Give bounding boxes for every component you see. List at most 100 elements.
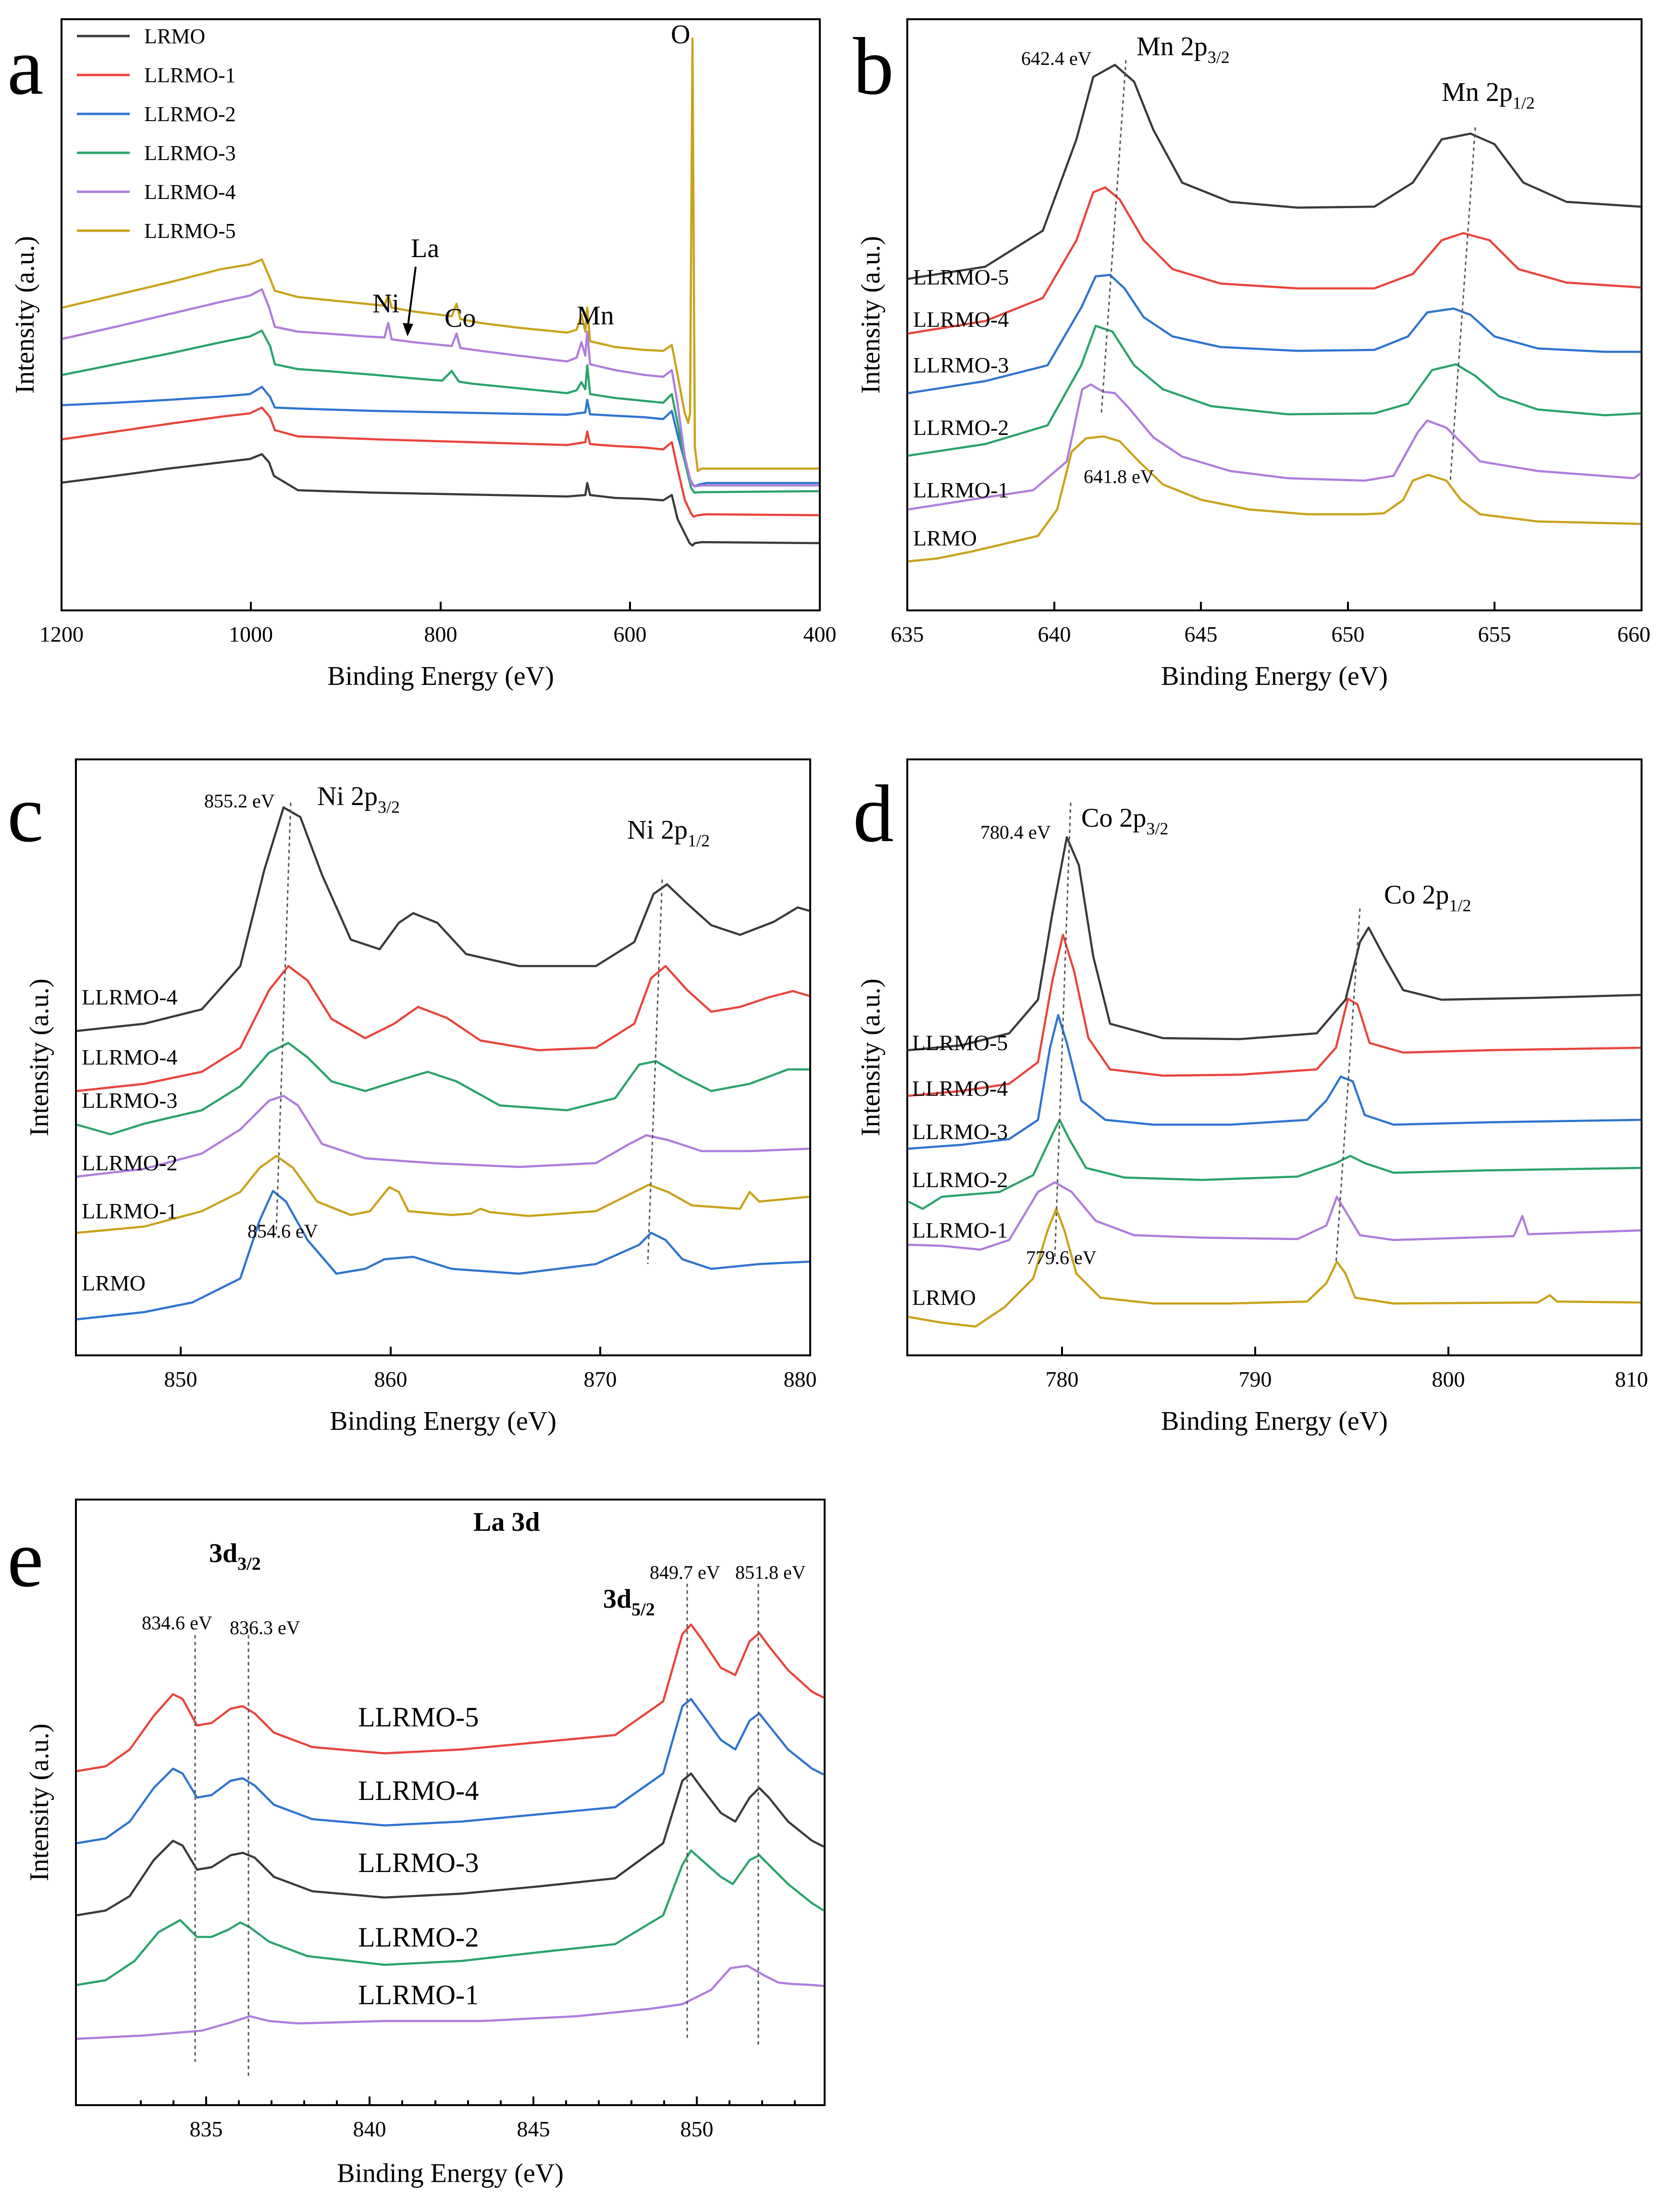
panel-c-dashed-line-1	[275, 802, 292, 1231]
panel-c-series	[76, 806, 810, 1321]
panel-b: b 642.4 eV 641.8 eV Mn 2p3/2 Mn 2p1/2 LL…	[853, 18, 1651, 691]
panel-d-dashed-line-1	[1054, 802, 1072, 1260]
panel-a-element-o: O	[671, 20, 690, 50]
panel-c-peak-2: Ni 2p1/2	[627, 815, 710, 850]
panel-e-series	[76, 1623, 825, 2040]
panel-a-tick-label: 1200	[39, 622, 84, 646]
panel-b-tick-label: 660	[1618, 622, 1651, 646]
panel-e-xlabel: Binding Energy (eV)	[337, 2158, 564, 2188]
panel-d-series	[907, 836, 1641, 1328]
panel-d-dashed-line-2	[1335, 908, 1361, 1265]
panel-d-tick-label: 800	[1432, 1367, 1465, 1391]
panel-b-peak-1-main: Mn 2p	[1136, 32, 1208, 62]
panel-c-series-lrmo	[76, 1190, 810, 1321]
panel-c-tick-label: 870	[584, 1367, 617, 1391]
panel-d-tick-label: 790	[1239, 1367, 1272, 1391]
panel-d-series-labels: LLRMO-5 LLRMO-4 LLRMO-3 LLRMO-2 LLRMO-1 …	[912, 1030, 1008, 1310]
panel-c-series-llrmo-5	[76, 806, 810, 1032]
panel-c-series-labels: LLRMO-4 LLRMO-4 LLRMO-3 LLRMO-2 LLRMO-1 …	[82, 985, 177, 1295]
panel-a-series-llrmo-2	[62, 385, 819, 488]
panel-c-label-llrmo-1: LLRMO-1	[82, 1199, 177, 1223]
panel-c-xlabel: Binding Energy (eV)	[330, 1406, 556, 1436]
panel-e-label-llrmo-1: LLRMO-1	[358, 1979, 479, 2010]
panel-d-label-llrmo-5: LLRMO-5	[912, 1030, 1008, 1055]
panel-d-tick-label: 780	[1046, 1367, 1079, 1391]
panel-e-ylabel: Intensity (a.u.)	[25, 1724, 54, 1881]
panel-d-ylabel: Intensity (a.u.)	[856, 979, 886, 1136]
panel-c-frame	[75, 758, 811, 1356]
panel-a-series-llrmo-1	[62, 406, 819, 518]
panel-c: c 855.2 eV 854.6 eV Ni 2p3/2 Ni 2p1/2 LL…	[7, 758, 817, 1436]
panel-b-tick-label: 635	[891, 622, 924, 646]
panel-e-x-axis: 835 840 845 850 Binding Energy (eV)	[140, 2096, 796, 2188]
panel-b-ylabel: Intensity (a.u.)	[856, 236, 886, 394]
panel-e-series-llrmo-1	[76, 1964, 824, 2040]
panel-a-series-llrmo-4	[62, 288, 819, 488]
legend-label-lrmo: LRMO	[144, 25, 205, 48]
panel-a-tick-label: 600	[614, 622, 647, 646]
panel-e-3d32: 3d3/2	[209, 1538, 261, 1574]
panel-c-label-llrmo-2: LLRMO-2	[82, 1151, 177, 1175]
panel-e-series-llrmo-3	[76, 1772, 825, 1917]
panel-e-tick-label: 840	[353, 2117, 386, 2141]
panel-d-ev-top: 780.4 eV	[980, 821, 1051, 843]
panel-d-ev-bottom: 779.6 eV	[1026, 1247, 1097, 1268]
panel-d-label-llrmo-1: LLRMO-1	[912, 1218, 1008, 1242]
panel-d-frame	[906, 758, 1643, 1356]
panel-c-peak-2-main: Ni 2p	[627, 815, 688, 845]
panel-c-label-llrmo-3: LLRMO-3	[82, 1088, 177, 1113]
panel-e-series-llrmo-2	[76, 1849, 825, 1986]
panel-b-frame	[906, 18, 1643, 611]
panel-c-tick-label: 880	[784, 1367, 817, 1391]
panel-b-ev-bottom: 641.8 eV	[1084, 466, 1154, 487]
legend-label-llrmo-3: LLRMO-3	[144, 141, 236, 165]
panel-a-xlabel: Binding Energy (eV)	[327, 661, 554, 691]
panel-d-peak-1: Co 2p3/2	[1081, 803, 1168, 838]
panel-e-letter: e	[7, 1513, 43, 1604]
legend-label-llrmo-2: LLRMO-2	[144, 102, 236, 126]
panel-b-dashed-line-1	[1100, 60, 1127, 414]
panel-b-series-llrmo-1	[908, 383, 1642, 511]
panel-a-ylabel: Intensity (a.u.)	[10, 236, 40, 394]
panel-c-ev-bottom: 854.6 eV	[247, 1220, 318, 1242]
panel-b-peak-2-main: Mn 2p	[1442, 77, 1513, 107]
panel-c-peak-1: Ni 2p3/2	[317, 781, 400, 817]
panel-d-label-llrmo-2: LLRMO-2	[912, 1167, 1008, 1192]
panel-d-peak-1-main: Co 2p	[1081, 803, 1146, 833]
panel-a-series	[62, 37, 819, 547]
panel-a-series-llrmo-5	[62, 37, 819, 472]
panel-d-x-axis: 780 790 800 810 Binding Energy (eV)	[1046, 1347, 1648, 1436]
panel-c-x-axis: 850 860 870 880 Binding Energy (eV)	[164, 1347, 817, 1436]
panel-a-tick-label: 800	[424, 622, 457, 646]
panel-a-la-arrowhead	[403, 323, 413, 336]
panel-b-letter: b	[853, 21, 894, 112]
legend-label-llrmo-4: LLRMO-4	[144, 180, 236, 204]
panel-b-series-llrmo-3	[908, 273, 1641, 395]
panel-e-label-llrmo-4: LLRMO-4	[358, 1775, 479, 1806]
panel-d-letter: d	[853, 769, 894, 859]
panel-d-series-llrmo-4	[908, 933, 1641, 1097]
panel-b-series-llrmo-4	[908, 186, 1641, 335]
panel-b-series-labels: LLRMO-5 LLRMO-4 LLRMO-3 LLRMO-2 LLRMO-1 …	[913, 265, 1009, 550]
panel-c-label-llrmo-4a: LLRMO-4	[82, 985, 177, 1009]
panel-d-peak-2-main: Co 2p	[1384, 880, 1449, 910]
panel-b-label-llrmo-5: LLRMO-5	[913, 265, 1009, 289]
panel-a-element-mn: Mn	[577, 301, 614, 331]
panel-b-dashed-line-2	[1449, 127, 1476, 481]
panel-a-series-llrmo-3	[62, 329, 819, 494]
panel-e-series-labels: LLRMO-5 LLRMO-4 LLRMO-3 LLRMO-2 LLRMO-1	[358, 1701, 479, 2010]
panel-a-la-arrow	[407, 266, 417, 330]
panel-a-letter: a	[7, 21, 43, 112]
panel-b-label-llrmo-1: LLRMO-1	[913, 478, 1009, 502]
panel-e-ev-1: 834.6 eV	[142, 1612, 212, 1634]
panel-d-label-llrmo-3: LLRMO-3	[912, 1119, 1008, 1144]
panel-b-x-axis: 635 640 645 650 655 660 Binding Energy (…	[891, 602, 1651, 691]
panel-b-series	[908, 63, 1642, 563]
panel-a-element-la: La	[411, 234, 439, 263]
panel-e-tick-label: 845	[517, 2117, 550, 2141]
panel-d-label-llrmo-4: LLRMO-4	[912, 1076, 1008, 1101]
panel-b-series-llrmo-5	[908, 63, 1641, 280]
panel-e-frame	[75, 1499, 826, 2106]
panel-c-tick-label: 850	[164, 1367, 198, 1391]
